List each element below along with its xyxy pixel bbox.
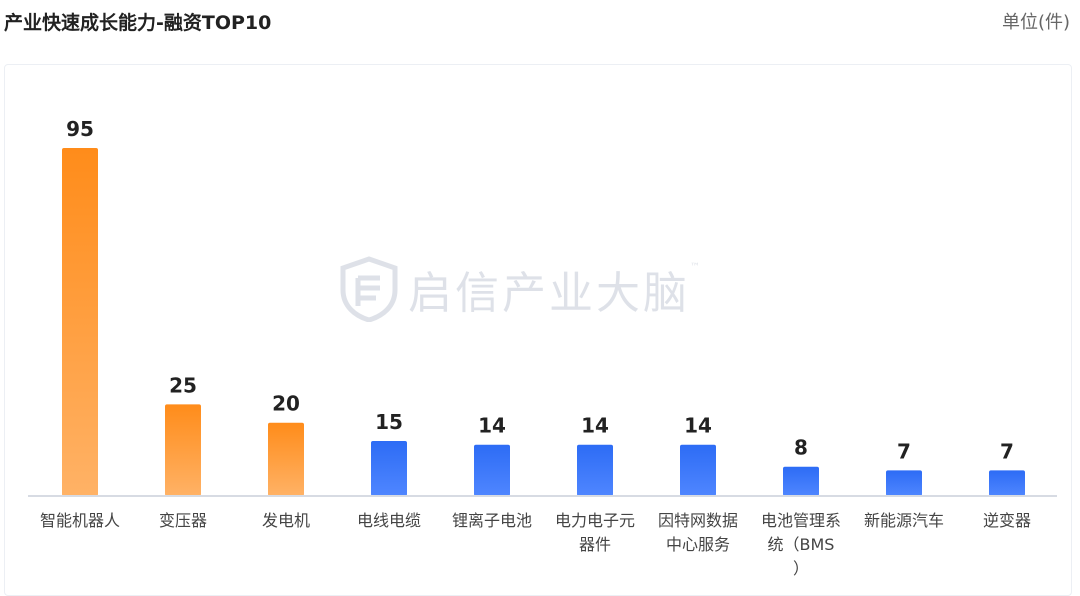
- bar-value-label: 8: [794, 436, 808, 460]
- chart-panel: [4, 64, 1072, 596]
- bar-6[interactable]: [577, 444, 613, 496]
- bar-9[interactable]: [886, 470, 922, 496]
- category-label: 新能源汽车: [864, 511, 944, 530]
- category-label: 因特网数据: [658, 511, 738, 530]
- category-label: 变压器: [159, 511, 207, 530]
- bar-5[interactable]: [474, 444, 510, 496]
- bar-value-label: 14: [684, 414, 712, 438]
- bar-7[interactable]: [680, 444, 716, 496]
- category-label: 电池管理系: [761, 511, 841, 530]
- bar-value-label: 95: [66, 117, 94, 141]
- category-label: 统（BMS: [768, 535, 835, 554]
- bar-value-label: 7: [897, 439, 911, 463]
- bar-1[interactable]: [62, 148, 98, 496]
- category-label: 发电机: [262, 511, 310, 530]
- bar-2[interactable]: [165, 404, 201, 496]
- bar-10[interactable]: [989, 470, 1025, 496]
- bar-3[interactable]: [268, 422, 304, 496]
- category-label: 器件: [579, 535, 611, 554]
- bar-value-label: 25: [169, 373, 197, 397]
- category-label: ）: [793, 559, 809, 578]
- category-label: 锂离子电池: [452, 511, 532, 530]
- bar-value-label: 15: [375, 410, 403, 434]
- bar-8[interactable]: [783, 466, 819, 496]
- bar-value-label: 7: [1000, 439, 1014, 463]
- category-label: 电线电缆: [357, 511, 421, 530]
- chart-title: 产业快速成长能力-融资TOP10: [4, 12, 272, 34]
- unit-label: 单位(件): [1001, 12, 1070, 33]
- category-label: 智能机器人: [40, 511, 120, 530]
- category-label: 中心服务: [666, 535, 730, 554]
- bar-value-label: 14: [581, 414, 609, 438]
- category-label: 电力电子元: [555, 511, 635, 530]
- category-label: 逆变器: [983, 511, 1031, 530]
- bar-value-label: 20: [272, 392, 300, 416]
- bar-value-label: 14: [478, 414, 506, 438]
- bar-4[interactable]: [371, 441, 407, 496]
